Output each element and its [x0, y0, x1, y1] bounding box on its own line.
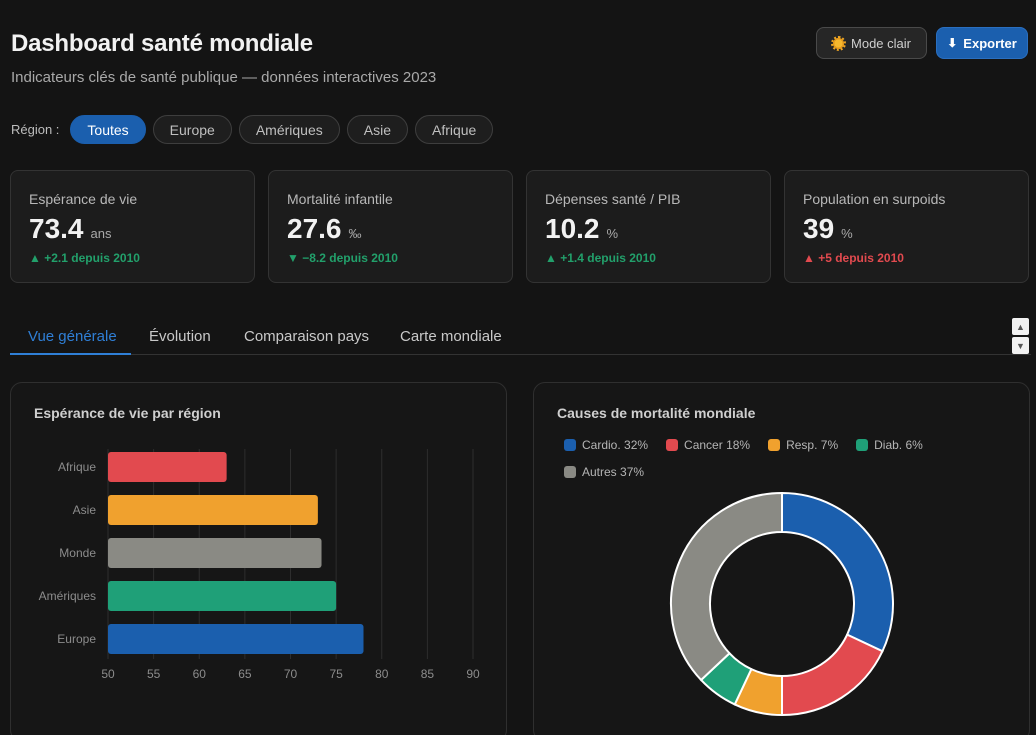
- page-subtitle: Indicateurs clés de santé publique — don…: [11, 69, 437, 86]
- chart-title: Causes de mortalité mondiale: [557, 405, 756, 421]
- kpi-label: Mortalité infantile: [287, 191, 393, 207]
- kpi-unit: %: [606, 226, 619, 241]
- x-tick-label: 55: [147, 667, 161, 681]
- tab-evolution[interactable]: Évolution: [149, 328, 211, 345]
- x-tick-label: 85: [421, 667, 435, 681]
- page-title: Dashboard santé mondiale: [11, 30, 313, 57]
- sun-icon: [831, 35, 847, 51]
- export-button[interactable]: ⬇ Exporter: [936, 27, 1028, 59]
- kpi-card-infant-mortality: Mortalité infantile 27.6 ‰ ▼ −8.2 depuis…: [268, 170, 513, 283]
- y-tick-label: Monde: [59, 546, 96, 560]
- y-tick-label: Europe: [57, 632, 96, 646]
- kpi-label: Population en surpoids: [803, 191, 946, 207]
- tab-carte-mondiale[interactable]: Carte mondiale: [400, 328, 502, 345]
- legend-label: Cardio. 32%: [582, 438, 649, 452]
- scroll-up-button[interactable]: ▲: [1012, 318, 1029, 335]
- kpi-value: 39: [803, 213, 835, 244]
- kpi-label: Espérance de vie: [29, 191, 138, 207]
- legend-item[interactable]: Cardio. 32%: [564, 438, 648, 452]
- chart-title: Espérance de vie par région: [34, 405, 221, 421]
- kpi-delta: ▲ +5 depuis 2010: [803, 251, 904, 265]
- region-filter: Région : Toutes Europe Amériques Asie Af…: [11, 115, 494, 144]
- bar[interactable]: [108, 624, 364, 654]
- kpi-delta: ▲ +2.1 depuis 2010: [29, 251, 140, 265]
- legend-item[interactable]: Diab. 6%: [856, 438, 923, 452]
- light-mode-button[interactable]: Mode clair: [816, 27, 927, 59]
- tab-comparaison-pays[interactable]: Comparaison pays: [244, 328, 370, 345]
- region-chip-afrique[interactable]: Afrique: [414, 115, 494, 144]
- legend-label: Resp. 7%: [786, 438, 839, 452]
- light-mode-label: Mode clair: [851, 35, 911, 51]
- x-tick-label: 90: [466, 667, 480, 681]
- kpi-value: 10.2: [545, 213, 600, 244]
- kpi-card-health-spending: Dépenses santé / PIB 10.2 % ▲ +1.4 depui…: [526, 170, 771, 283]
- region-chip-asie[interactable]: Asie: [346, 115, 408, 144]
- life-expectancy-chart-panel: Espérance de vie par région 50 55 60 65 70 75…: [10, 382, 507, 735]
- legend-swatch: [564, 439, 576, 451]
- kpi-row: Espérance de vie 73.4 ans ▲ +2.1 depuis …: [10, 170, 1029, 283]
- legend-swatch: [564, 466, 576, 478]
- x-tick-label: 70: [284, 667, 298, 681]
- legend-item[interactable]: Resp. 7%: [768, 438, 838, 452]
- donut-slice[interactable]: [670, 491, 783, 682]
- export-label: Exporter: [963, 35, 1017, 51]
- donut-slice[interactable]: [781, 633, 884, 717]
- scroll-down-button[interactable]: ▼: [1012, 337, 1029, 354]
- kpi-unit: %: [841, 226, 853, 241]
- kpi-unit: ans: [90, 226, 112, 241]
- download-icon: ⬇: [947, 36, 958, 50]
- kpi-label: Dépenses santé / PIB: [545, 191, 681, 207]
- legend-swatch: [856, 439, 869, 451]
- bar[interactable]: [108, 581, 337, 611]
- legend-swatch: [666, 439, 679, 451]
- legend-label: Autres 37%: [582, 465, 645, 479]
- legend-item[interactable]: Cancer 18%: [666, 438, 750, 452]
- y-tick-label: Amériques: [39, 589, 96, 603]
- tab-bar: Vue générale Évolution Comparaison pays …: [10, 318, 1031, 355]
- tab-scroll-controls: ▲ ▼: [1012, 318, 1029, 354]
- region-chip-ameriques[interactable]: Amériques: [238, 115, 340, 144]
- y-tick-label: Asie: [73, 503, 97, 517]
- x-tick-label: 50: [101, 667, 115, 681]
- region-label: Région :: [11, 122, 60, 137]
- legend-item[interactable]: Autres 37%: [564, 465, 644, 479]
- active-tab-indicator: [10, 353, 131, 355]
- kpi-delta: ▼ −8.2 depuis 2010: [287, 251, 398, 265]
- x-tick-label: 80: [375, 667, 389, 681]
- y-tick-label: Afrique: [58, 460, 96, 474]
- mortality-causes-chart-panel: Causes de mortalité mondiale Cardio. 32%…: [533, 382, 1030, 735]
- bar[interactable]: [108, 538, 322, 568]
- legend-label: Cancer 18%: [684, 438, 751, 452]
- kpi-card-life-expectancy: Espérance de vie 73.4 ans ▲ +2.1 depuis …: [10, 170, 255, 283]
- chart-legend: Cardio. 32% Cancer 18% Resp. 7% Diab. 6% Aut…: [564, 438, 984, 479]
- kpi-delta: ▲ +1.4 depuis 2010: [545, 251, 656, 265]
- region-chip-toutes[interactable]: Toutes: [70, 115, 146, 144]
- x-tick-label: 65: [238, 667, 252, 681]
- kpi-card-overweight: Population en surpoids 39 % ▲ +5 depuis …: [784, 170, 1029, 283]
- x-tick-label: 60: [193, 667, 207, 681]
- region-chip-europe[interactable]: Europe: [152, 115, 232, 144]
- kpi-value: 73.4: [29, 213, 84, 244]
- life-expectancy-bar-chart: 50 55 60 65 70 75 80 85 90 Afrique Asie Monde Amériq…: [39, 449, 480, 681]
- kpi-value: 27.6: [287, 213, 342, 244]
- mortality-causes-donut-chart: [670, 491, 894, 717]
- legend-swatch: [768, 439, 781, 451]
- x-tick-label: 75: [329, 667, 343, 681]
- legend-label: Diab. 6%: [874, 438, 923, 452]
- bar[interactable]: [108, 452, 227, 482]
- bar[interactable]: [108, 495, 318, 525]
- donut-slice[interactable]: [781, 491, 894, 653]
- kpi-unit: ‰: [348, 226, 362, 241]
- page-header: Dashboard santé mondiale Indicateurs clé…: [11, 30, 436, 86]
- header-actions: Mode clair ⬇ Exporter: [816, 27, 1028, 59]
- tab-vue-generale[interactable]: Vue générale: [28, 328, 117, 345]
